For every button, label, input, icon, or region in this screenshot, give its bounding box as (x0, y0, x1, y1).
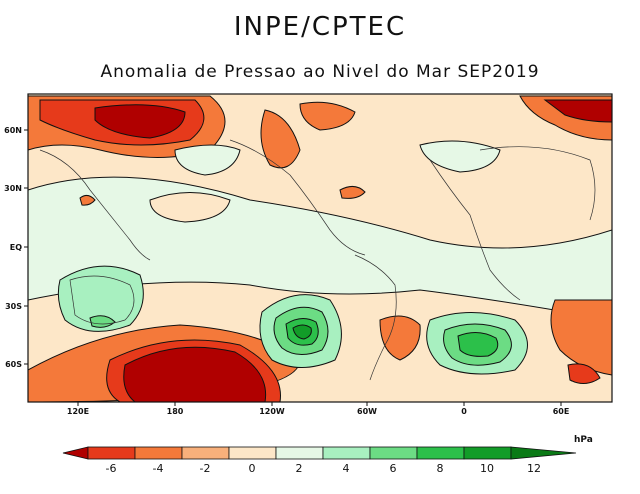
colorbar-bin-6 (322, 446, 371, 460)
sam-low (379, 315, 421, 361)
colorbar-level-label: -6 (106, 462, 117, 475)
lat-label-60n: 60N (4, 126, 22, 135)
npac-low-3 (94, 104, 186, 139)
small-low-atl (339, 186, 366, 199)
colorbar: hPa -6 -4 -2 0 2 4 6 8 10 12 (62, 435, 593, 475)
lon-axis: 120E 180 120W 60W 0 60E (67, 402, 569, 416)
colorbar-bin-1 (87, 446, 136, 460)
colorbar-level-label: -2 (200, 462, 211, 475)
lat-label-60s: 60S (5, 360, 22, 369)
colorbar-min-triangle (62, 446, 89, 460)
colorbar-level-label: 4 (343, 462, 350, 475)
map-frame (27, 93, 613, 403)
colorbar-level-label: 0 (249, 462, 256, 475)
lon-label-60e: 60E (553, 407, 570, 416)
natl-low (299, 101, 356, 131)
anomaly-field (28, 94, 612, 402)
natl-low-2 (260, 109, 301, 169)
colorbar-level-label: 10 (480, 462, 494, 475)
colorbar-level-label: 6 (390, 462, 397, 475)
sou-low-3 (123, 346, 267, 402)
colorbar-bin-5 (275, 446, 324, 460)
lat-axis: 60N 30N EQ 30S 60S (4, 126, 28, 369)
colorbar-level-label: 8 (437, 462, 444, 475)
satl-high-3 (457, 332, 499, 357)
colorbar-level-label: -4 (153, 462, 164, 475)
colorbar-bin-7 (369, 446, 418, 460)
aleutian-high (174, 144, 241, 176)
sepac-high-core (292, 324, 312, 340)
colorbar-max-triangle (510, 446, 577, 460)
lon-label-0: 0 (461, 407, 467, 416)
agency-title: INPE/CPTEC (233, 12, 407, 42)
siberia-high (419, 140, 501, 173)
npac-neutral (149, 192, 231, 223)
lat-label-30n: 30N (4, 184, 22, 193)
lon-label-180: 180 (167, 407, 184, 416)
lon-label-120w: 120W (259, 407, 285, 416)
australia-high-core (89, 315, 116, 328)
sind-low (550, 299, 612, 376)
lon-label-60w: 60W (357, 407, 377, 416)
lat-label-eq: EQ (10, 243, 22, 252)
colorbar-unit: hPa (574, 435, 593, 445)
colorbar-bin-3 (181, 446, 230, 460)
lon-label-120e: 120E (67, 407, 89, 416)
colorbar-level-label: 12 (527, 462, 541, 475)
map-title: Anomalia de Pressao ao Nivel do Mar SEP2… (100, 62, 540, 82)
small-low-china (79, 194, 96, 206)
colorbar-level-label: 2 (296, 462, 303, 475)
lat-label-30s: 30S (5, 302, 22, 311)
colorbar-bin-4 (228, 446, 277, 460)
sind-low-core (567, 363, 601, 384)
colorbar-bin-2 (134, 446, 183, 460)
colorbar-bin-8 (416, 446, 465, 460)
coastlines (39, 139, 596, 381)
australia-high (57, 265, 144, 332)
colorbar-bin-9 (463, 446, 512, 460)
